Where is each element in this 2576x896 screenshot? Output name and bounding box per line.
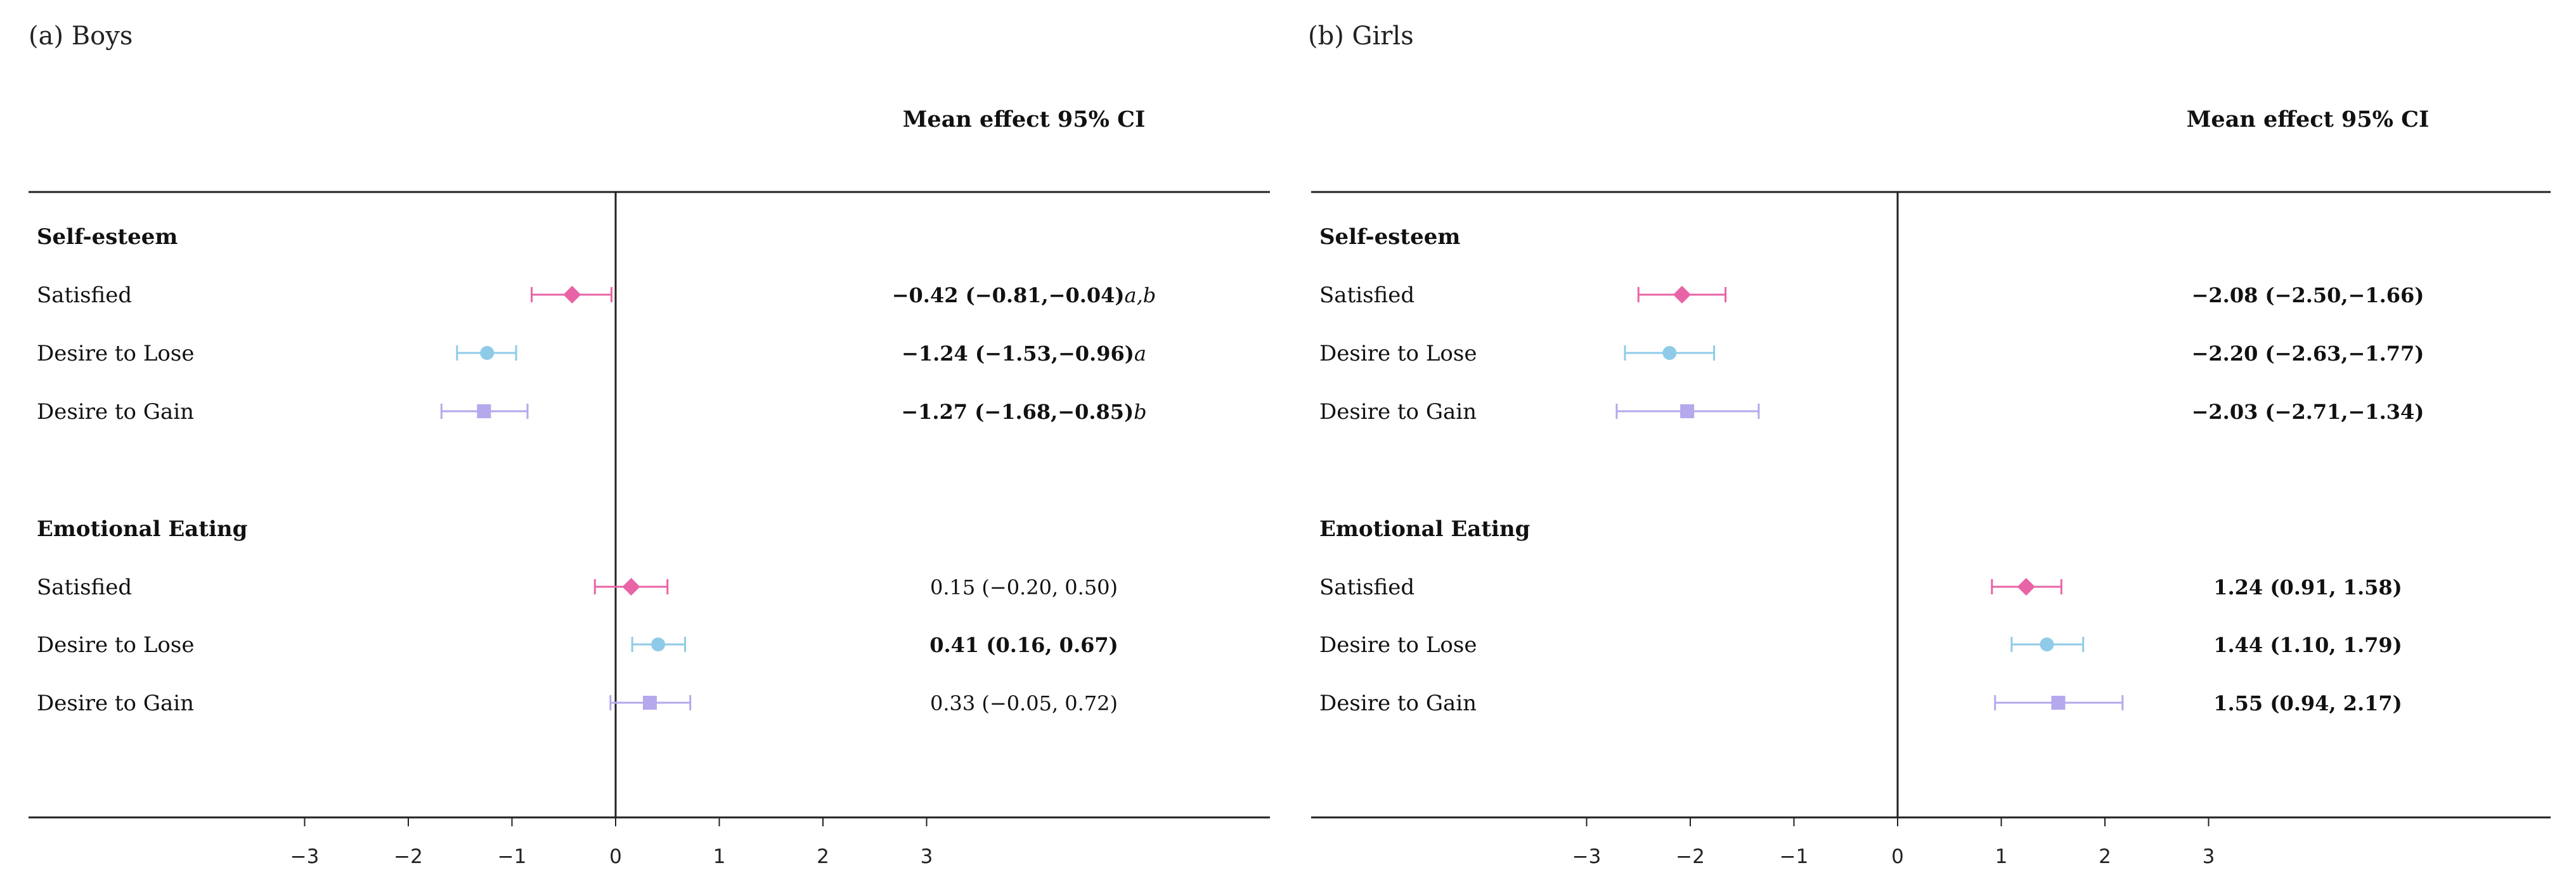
- ci-value-text: 1.44 (1.10, 1.79): [2213, 633, 2402, 657]
- x-tick-label: −3: [290, 845, 320, 868]
- ci-value: 0.15 (−0.20, 0.50): [930, 575, 1118, 599]
- forest-row: Satisfied −2.08 (−2.50,−1.66): [1319, 283, 2424, 308]
- x-tick-label: −3: [1572, 845, 1602, 868]
- mean-marker-diamond: [1673, 286, 1691, 304]
- mean-marker-circle: [651, 637, 666, 651]
- x-tick-label: 3: [921, 845, 933, 868]
- x-tick-label: −2: [1676, 845, 1705, 868]
- forest-row: Desire to Gain −1.27 (−1.68,−0.85)b: [37, 399, 1147, 425]
- x-tick-label: −1: [498, 845, 527, 868]
- forest-row: Satisfied −0.42 (−0.81,−0.04)a,b: [37, 283, 1156, 308]
- mean-marker-diamond: [622, 578, 640, 596]
- forest-row: Desire to Gain −2.03 (−2.71,−1.34): [1319, 399, 2424, 425]
- row-label: Desire to Gain: [37, 399, 194, 425]
- ci-value: 1.55 (0.94, 2.17): [2213, 691, 2402, 715]
- row-label: Satisfied: [1319, 283, 1414, 308]
- x-tick-label: 0: [609, 845, 622, 868]
- mean-marker-diamond: [2017, 578, 2035, 596]
- ci-value-text: 0.33 (−0.05, 0.72): [930, 691, 1118, 715]
- row-label: Desire to Lose: [1319, 632, 1477, 658]
- x-tick-label: 2: [817, 845, 829, 868]
- group-label: Self-esteem: [1319, 224, 1460, 250]
- mean-marker-square: [2051, 696, 2066, 710]
- row-label: Desire to Gain: [37, 691, 194, 716]
- ci-value: −2.08 (−2.50,−1.66): [2192, 283, 2424, 307]
- x-tick-label: 1: [713, 845, 726, 868]
- ci-value: −0.42 (−0.81,−0.04): [892, 283, 1125, 307]
- forest-row: Desire to Gain 0.33 (−0.05, 0.72): [37, 691, 1118, 716]
- ci-value-text: −1.27 (−1.68,−0.85)b: [901, 400, 1146, 424]
- significance-superscript: b: [1134, 400, 1146, 424]
- ci-value: 0.33 (−0.05, 0.72): [930, 691, 1118, 715]
- x-tick-label: 0: [1891, 845, 1904, 868]
- x-tick-label: −2: [394, 845, 423, 868]
- forest-row: Desire to Gain 1.55 (0.94, 2.17): [1319, 691, 2402, 716]
- column-header: Mean effect 95% CI: [903, 106, 1146, 132]
- ci-value-text: −2.08 (−2.50,−1.66): [2192, 283, 2424, 307]
- mean-marker-square: [642, 696, 657, 710]
- ci-value: −1.24 (−1.53,−0.96): [902, 342, 1134, 366]
- significance-superscript: a: [1134, 342, 1146, 366]
- group-label: Emotional Eating: [1319, 516, 1530, 542]
- mean-marker-square: [477, 404, 491, 418]
- forest-row: Satisfied 0.15 (−0.20, 0.50): [37, 575, 1118, 600]
- ci-value-text: 0.15 (−0.20, 0.50): [930, 575, 1118, 599]
- forest-panel-girls: (b) Girls Mean effect 95% CI −3 −2 −1 0 1 2 3 Sel…: [1308, 22, 2551, 868]
- mean-marker-diamond: [563, 286, 581, 304]
- ci-value-text: −0.42 (−0.81,−0.04)a,b: [892, 283, 1156, 307]
- ci-value-text: −1.24 (−1.53,−0.96)a: [902, 342, 1146, 366]
- row-label: Desire to Lose: [37, 341, 194, 366]
- group-label: Emotional Eating: [37, 516, 247, 542]
- ci-value-text: −2.20 (−2.63,−1.77): [2192, 342, 2424, 366]
- ci-value: 1.44 (1.10, 1.79): [2213, 633, 2402, 657]
- mean-marker-square: [1680, 404, 1695, 418]
- ci-value-text: 1.24 (0.91, 1.58): [2213, 575, 2402, 599]
- ci-value-text: 1.55 (0.94, 2.17): [2213, 691, 2402, 715]
- x-tick-label: 2: [2099, 845, 2111, 868]
- mean-marker-circle: [1662, 346, 1677, 360]
- ci-value: −2.03 (−2.71,−1.34): [2192, 400, 2424, 424]
- ci-value: 1.24 (0.91, 1.58): [2213, 575, 2402, 599]
- x-tick-label: −1: [1780, 845, 1809, 868]
- panel-title: (b) Girls: [1308, 22, 1414, 51]
- row-label: Desire to Lose: [1319, 341, 1477, 366]
- mean-marker-circle: [2040, 637, 2054, 651]
- mean-marker-circle: [480, 346, 495, 360]
- x-tick-label: 1: [1995, 845, 2008, 868]
- ci-value: 0.41 (0.16, 0.67): [929, 633, 1118, 657]
- row-label: Satisfied: [37, 575, 132, 600]
- panel-title: (a) Boys: [29, 22, 133, 51]
- ci-value-text: −2.03 (−2.71,−1.34): [2192, 400, 2424, 424]
- row-label: Desire to Gain: [1319, 399, 1477, 425]
- forest-row: Desire to Lose −2.20 (−2.63,−1.77): [1319, 341, 2424, 366]
- ci-value-text: 0.41 (0.16, 0.67): [929, 633, 1118, 657]
- row-label: Desire to Gain: [1319, 691, 1477, 716]
- ci-value: −1.27 (−1.68,−0.85): [901, 400, 1134, 424]
- ci-value: −2.20 (−2.63,−1.77): [2192, 342, 2424, 366]
- forest-row: Desire to Lose 1.44 (1.10, 1.79): [1319, 632, 2402, 658]
- significance-superscript: a,b: [1125, 283, 1156, 307]
- forest-panel-boys: (a) Boys Mean effect 95% CI −3 −2 −1 0 1 2 3 Self…: [29, 22, 1270, 868]
- row-label: Desire to Lose: [37, 632, 194, 658]
- forest-row: Desire to Lose −1.24 (−1.53,−0.96)a: [37, 341, 1146, 366]
- x-tick-label: 3: [2203, 845, 2215, 868]
- row-label: Satisfied: [37, 283, 132, 308]
- forest-row: Desire to Lose 0.41 (0.16, 0.67): [37, 632, 1118, 658]
- column-header: Mean effect 95% CI: [2187, 106, 2430, 132]
- row-label: Satisfied: [1319, 575, 1414, 600]
- group-label: Self-esteem: [37, 224, 178, 250]
- forest-row: Satisfied 1.24 (0.91, 1.58): [1319, 575, 2402, 600]
